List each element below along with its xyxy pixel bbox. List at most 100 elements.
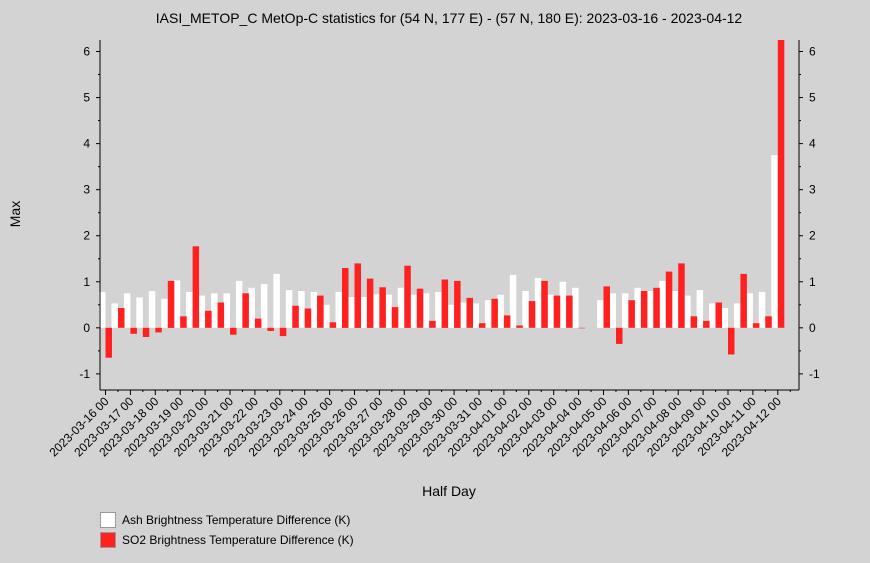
so2-bar-7 (192, 246, 200, 328)
so2-bar-4 (155, 327, 162, 333)
ash-bar-36 (547, 294, 554, 328)
ash-bar-43 (634, 287, 641, 328)
y-tick-label-right: -1 (809, 367, 820, 381)
so2-bar-22 (379, 287, 386, 328)
ash-bar-33 (509, 274, 517, 328)
ash-bar-48 (696, 290, 704, 328)
ash-bar-13 (260, 284, 268, 328)
y-tick-label-right: 3 (809, 183, 816, 197)
so2-bar-1 (118, 308, 125, 328)
so2-bar-37 (566, 295, 573, 328)
y-tick-label-left: 4 (83, 137, 90, 151)
ash-bar-41 (609, 293, 616, 328)
so2-bar-15 (292, 305, 299, 328)
ash-bar-19 (335, 291, 342, 328)
ash-bar-21 (360, 297, 367, 328)
ash-bar-46 (671, 291, 679, 328)
ash-bar-5 (161, 298, 168, 328)
so2-bar-51 (740, 273, 747, 328)
so2-bar-8 (205, 310, 212, 328)
ash-bar-54 (771, 155, 778, 328)
so2-bar-23 (391, 307, 399, 328)
ash-bar-45 (659, 280, 666, 328)
so2-bar-35 (541, 280, 548, 328)
ash-bar-17 (310, 291, 318, 328)
so2-bar-0 (105, 327, 112, 358)
y-axis-label: Max (7, 201, 23, 227)
y-tick-label-right: 5 (809, 91, 816, 105)
ash-bar-44 (646, 291, 654, 328)
so2-bar-42 (628, 300, 635, 328)
y-tick-label-right: 4 (809, 137, 816, 151)
ash-bar-0 (99, 291, 106, 328)
ash-bar-31 (484, 300, 492, 328)
ash-bar-7 (186, 291, 193, 328)
y-tick-label-right: 0 (809, 321, 816, 335)
so2-bar-38 (578, 327, 586, 329)
ash-bar-27 (435, 291, 442, 328)
so2-bar-12 (254, 318, 262, 328)
so2-bar-10 (230, 327, 237, 335)
so2-bar-54 (777, 40, 785, 328)
ash-bar-29 (460, 302, 467, 328)
y-tick-label-left: -1 (79, 367, 90, 381)
y-tick-label-left: 0 (83, 321, 90, 335)
ash-bar-47 (684, 295, 691, 328)
so2-bar-47 (690, 316, 698, 328)
chart-title: IASI_METOP_C MetOp-C statistics for (54 … (156, 10, 743, 26)
ash-bar-40 (597, 300, 604, 328)
so2-bar-18 (329, 322, 337, 328)
y-tick-label-right: 2 (809, 229, 816, 243)
so2-bar-45 (665, 271, 673, 328)
so2-bar-46 (678, 263, 685, 328)
ash-bar-26 (422, 293, 430, 328)
ash-bar-2 (123, 293, 131, 328)
ash-bar-1 (111, 303, 118, 328)
so2-bar-9 (217, 302, 225, 328)
ash-bar-20 (348, 297, 355, 328)
so2-bar-53 (765, 316, 772, 328)
so2-bar-26 (429, 320, 436, 328)
so2-bar-29 (466, 297, 473, 328)
so2-bar-20 (354, 263, 361, 328)
ash-bar-12 (248, 287, 255, 328)
ash-bar-15 (285, 290, 293, 328)
ash-bar-23 (385, 294, 392, 328)
ash-bar-32 (497, 294, 504, 328)
ash-bar-24 (397, 287, 405, 328)
ash-bar-11 (235, 280, 243, 328)
ash-bar-52 (746, 293, 753, 328)
ash-bar-9 (211, 293, 218, 328)
ash-bar-28 (447, 304, 455, 328)
legend-label-ash: Ash Brightness Temperature Difference (K… (122, 513, 351, 527)
so2-bar-31 (491, 298, 498, 328)
ash-bar-25 (410, 294, 417, 328)
so2-bar-28 (454, 280, 461, 328)
so2-bar-13 (267, 327, 274, 331)
ash-bar-35 (534, 278, 542, 328)
y-tick-label-right: 1 (809, 275, 816, 289)
so2-bar-11 (242, 293, 249, 328)
y-tick-label-left: 5 (83, 91, 90, 105)
legend-item-ash: Ash Brightness Temperature Difference (K… (100, 512, 350, 528)
so2-bar-21 (366, 278, 374, 328)
ash-bar-18 (323, 304, 330, 328)
ash-bar-30 (472, 303, 479, 328)
so2-bar-44 (653, 287, 660, 328)
so2-bar-41 (616, 327, 623, 344)
ash-bar-3 (136, 297, 143, 328)
so2-bar-24 (404, 265, 411, 328)
legend-swatch-ash (100, 512, 116, 528)
ash-bar-34 (522, 291, 529, 328)
so2-bar-25 (416, 288, 424, 328)
so2-bar-17 (317, 295, 324, 328)
so2-bar-6 (180, 316, 187, 328)
legend-item-so2: SO2 Brightness Temperature Difference (K… (100, 532, 354, 548)
ash-bar-16 (298, 291, 305, 328)
y-tick-label-right: 6 (809, 45, 816, 59)
ash-bar-49 (709, 303, 716, 328)
x-axis-label: Half Day (422, 483, 476, 499)
ash-bar-37 (559, 281, 567, 328)
y-tick-label-left: 1 (83, 275, 90, 289)
